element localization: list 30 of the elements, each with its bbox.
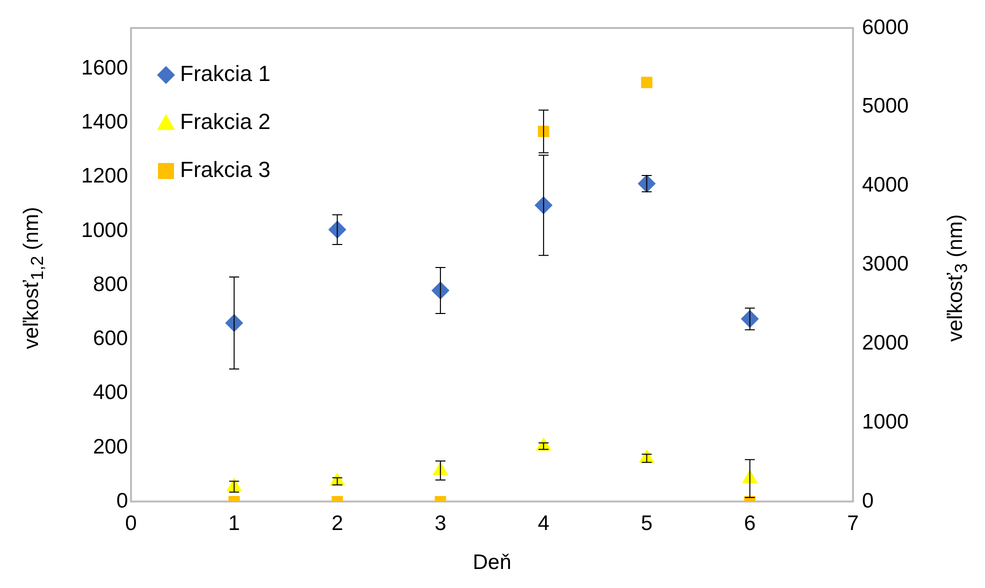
point: [638, 174, 656, 193]
point: [538, 126, 550, 138]
x-tick-label: 2: [331, 512, 344, 535]
y-tick-label: 200: [92, 435, 128, 458]
legend-label: Frakcia 1: [180, 61, 270, 86]
y-tick-label: 1200: [81, 164, 128, 188]
x-tick-label: 3: [434, 512, 446, 535]
x-tick-label: 1: [228, 512, 240, 535]
point: [641, 76, 652, 88]
x-tick-label: 6: [744, 512, 756, 535]
y-tick-label: 1600: [81, 56, 128, 80]
legend-label: Frakcia 3: [180, 157, 270, 182]
y-tick-label: 800: [92, 272, 128, 296]
y-tick-label: 1400: [81, 110, 128, 134]
y-tick-label: 1000: [81, 218, 128, 242]
legend-label: Frakcia 2: [180, 109, 270, 134]
y2-tick-label: 0: [862, 489, 874, 512]
y2-tick-label: 5000: [862, 94, 909, 118]
x-tick-label: 7: [847, 512, 859, 535]
y2-tick-label: 3000: [862, 252, 909, 276]
y-tick-label: 400: [92, 381, 128, 404]
y2-tick-label: 4000: [862, 174, 909, 197]
y-tick-label: 600: [92, 327, 128, 350]
y2-tick-label: 6000: [862, 16, 909, 39]
x-axis-title: Deň: [472, 551, 512, 574]
y2-tick-label: 1000: [862, 410, 909, 434]
x-tick-label: 5: [640, 512, 653, 535]
x-tick-label: 4: [538, 512, 550, 535]
y2-tick-label: 2000: [862, 332, 909, 355]
y-tick-label: 0: [116, 489, 128, 512]
